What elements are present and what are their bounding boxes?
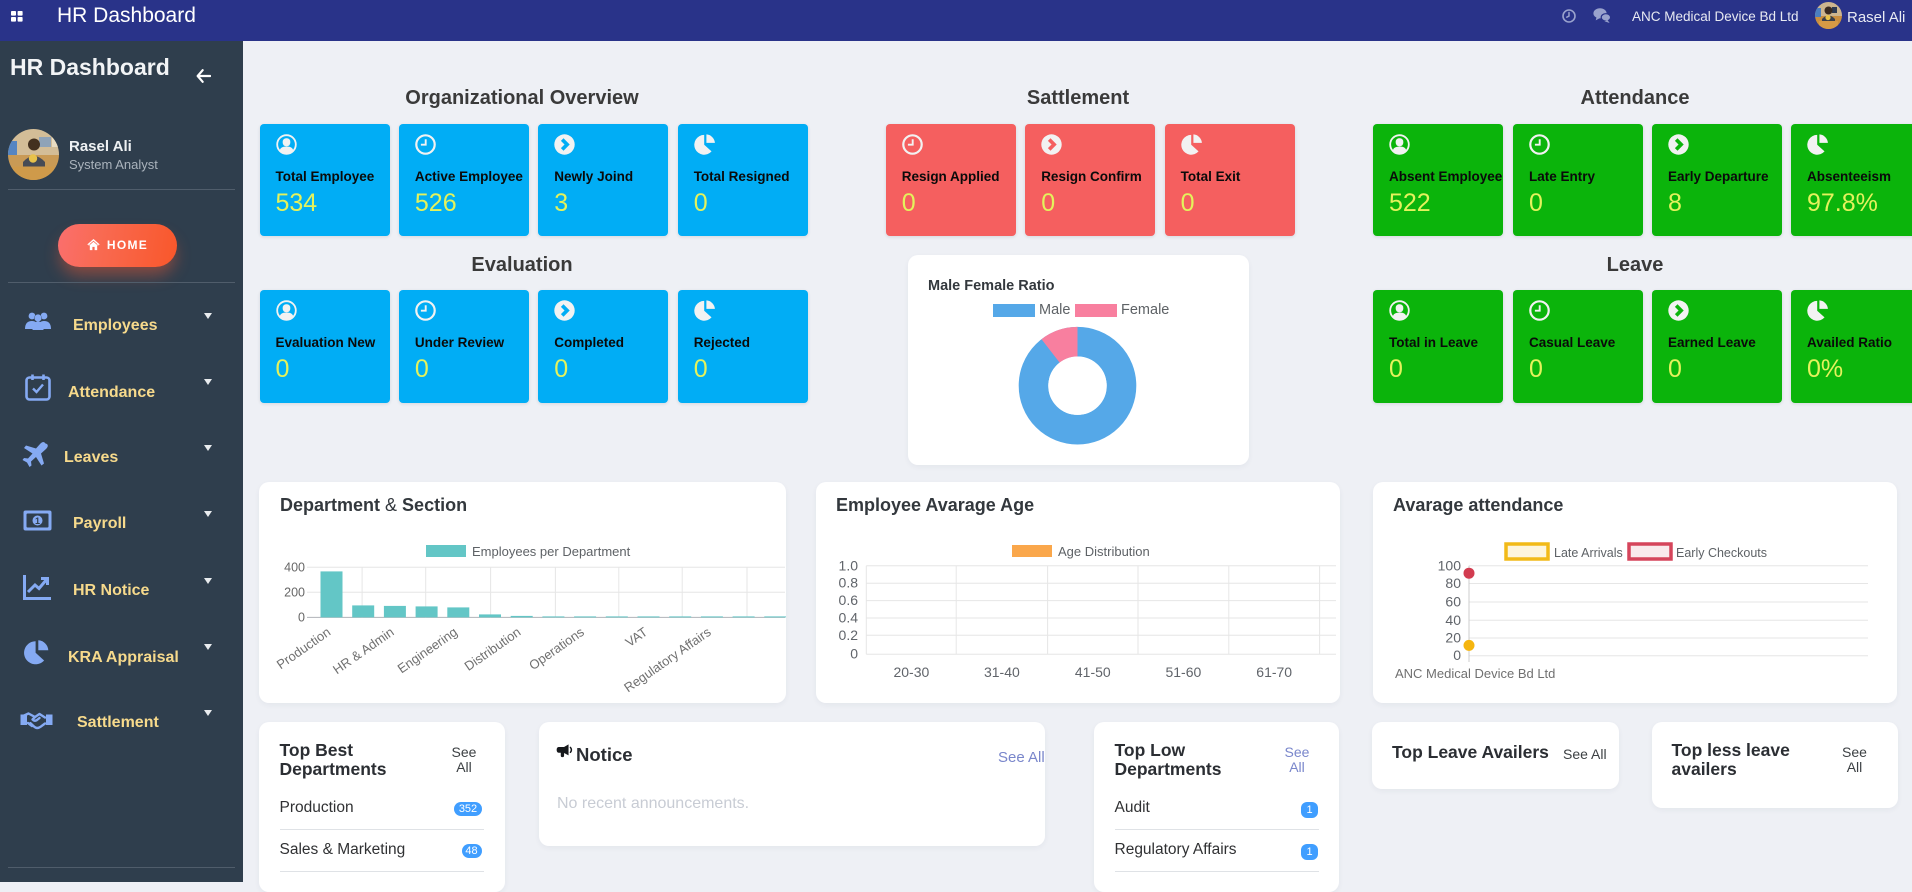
svg-text:Production: Production	[274, 624, 334, 672]
svg-text:200: 200	[284, 586, 305, 600]
svg-text:400: 400	[284, 561, 305, 575]
svg-text:Operations: Operations	[526, 624, 587, 673]
svg-text:31-40: 31-40	[984, 664, 1020, 680]
svg-text:0: 0	[850, 646, 858, 662]
svg-text:100: 100	[1438, 557, 1462, 573]
svg-text:20-30: 20-30	[893, 664, 929, 680]
svg-text:Engineering: Engineering	[395, 624, 460, 676]
svg-text:Age Distribution: Age Distribution	[1058, 544, 1150, 559]
svg-text:0.2: 0.2	[839, 627, 859, 643]
svg-text:Late Arrivals: Late Arrivals	[1554, 546, 1623, 560]
svg-text:Avarage attendance: Avarage attendance	[1393, 495, 1563, 515]
svg-text:61-70: 61-70	[1256, 664, 1292, 680]
svg-text:1: 1	[35, 516, 40, 526]
svg-text:80: 80	[1445, 575, 1461, 591]
svg-text:51-60: 51-60	[1165, 664, 1201, 680]
svg-text:VAT: VAT	[622, 624, 650, 650]
svg-text:Early Checkouts: Early Checkouts	[1676, 546, 1767, 560]
svg-text:Department & Section: Department & Section	[280, 495, 467, 515]
svg-text:HR & Admin: HR & Admin	[330, 624, 397, 677]
svg-text:0.4: 0.4	[839, 610, 859, 626]
svg-text:Distribution: Distribution	[462, 624, 524, 674]
svg-text:ANC Medical Device Bd Ltd: ANC Medical Device Bd Ltd	[1395, 666, 1555, 681]
svg-text:0.6: 0.6	[839, 592, 859, 608]
svg-text:1.0: 1.0	[839, 557, 859, 573]
svg-text:Employee Avarage Age: Employee Avarage Age	[836, 495, 1034, 515]
svg-text:20: 20	[1445, 630, 1461, 646]
svg-text:Employees per Department: Employees per Department	[472, 544, 631, 559]
svg-text:41-50: 41-50	[1075, 664, 1111, 680]
svg-text:0: 0	[298, 611, 305, 625]
svg-text:60: 60	[1445, 594, 1461, 610]
svg-text:0.8: 0.8	[839, 575, 859, 591]
svg-text:0: 0	[1453, 647, 1461, 663]
svg-text:40: 40	[1445, 612, 1461, 628]
